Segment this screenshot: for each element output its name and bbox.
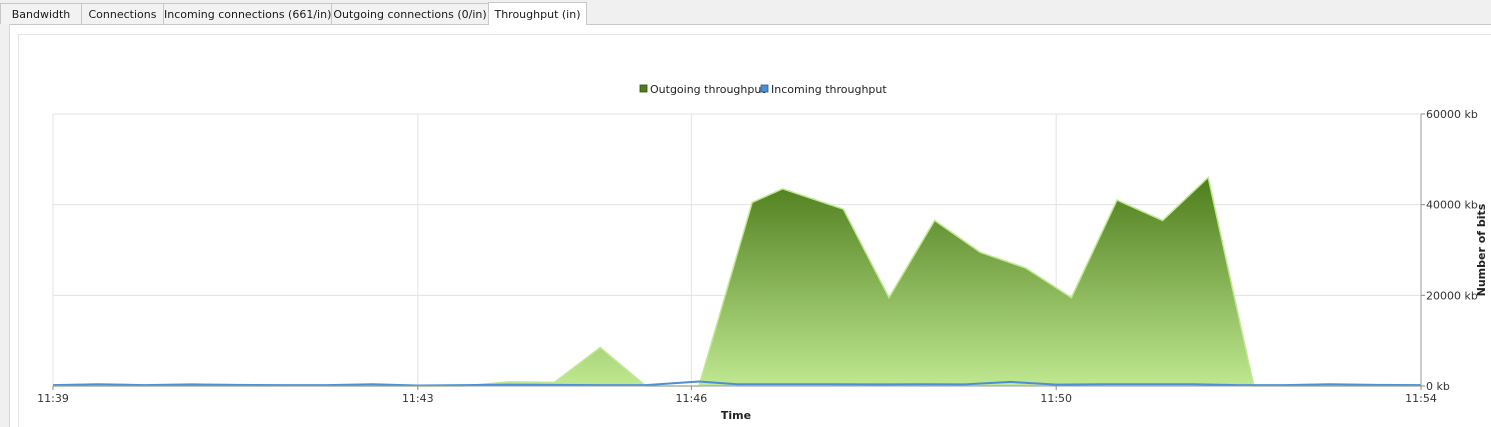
legend-swatch-incoming[interactable] — [760, 84, 769, 93]
y-tick-label: 40000 kb — [1426, 199, 1478, 212]
legend: Outgoing throughput Incoming throughput — [639, 83, 887, 96]
y-tick-label: 20000 kb — [1426, 289, 1478, 302]
x-tick-label: 11:50 — [1040, 392, 1072, 405]
legend-label-outgoing[interactable]: Outgoing throughput — [650, 83, 766, 96]
series-incoming-line — [52, 380, 1422, 387]
legend-swatch-outgoing[interactable] — [639, 84, 648, 93]
series-outgoing-line — [53, 176, 1421, 387]
tab-throughput[interactable]: Throughput (in) — [488, 2, 587, 25]
tab-outgoing-connections[interactable]: Outgoing connections (0/in) — [331, 3, 489, 24]
tab-bar: Bandwidth Connections Incoming connectio… — [0, 0, 1491, 25]
legend-label-incoming[interactable]: Incoming throughput — [771, 83, 887, 96]
x-tick-label: 11:54 — [1405, 392, 1437, 405]
axes: 0 kb 20000 kb 40000 kb 60000 kb 11:39 11:43 11… — [37, 108, 1478, 405]
y-tick-label: 60000 kb — [1426, 108, 1478, 121]
tab-bandwidth[interactable]: Bandwidth — [0, 3, 82, 24]
x-tick-label: 11:43 — [402, 392, 434, 405]
y-axis-title: Number of bits — [1475, 203, 1488, 296]
x-axis-title: Time — [721, 409, 751, 422]
tab-connections[interactable]: Connections — [81, 3, 164, 24]
x-tick-label: 11:39 — [37, 392, 69, 405]
x-tick-label: 11:46 — [676, 392, 708, 405]
series-layer — [52, 176, 1422, 387]
series-outgoing-area — [53, 177, 1421, 386]
y-tick-label: 0 kb — [1426, 380, 1450, 393]
tab-incoming-connections[interactable]: Incoming connections (661/in) — [163, 3, 332, 24]
